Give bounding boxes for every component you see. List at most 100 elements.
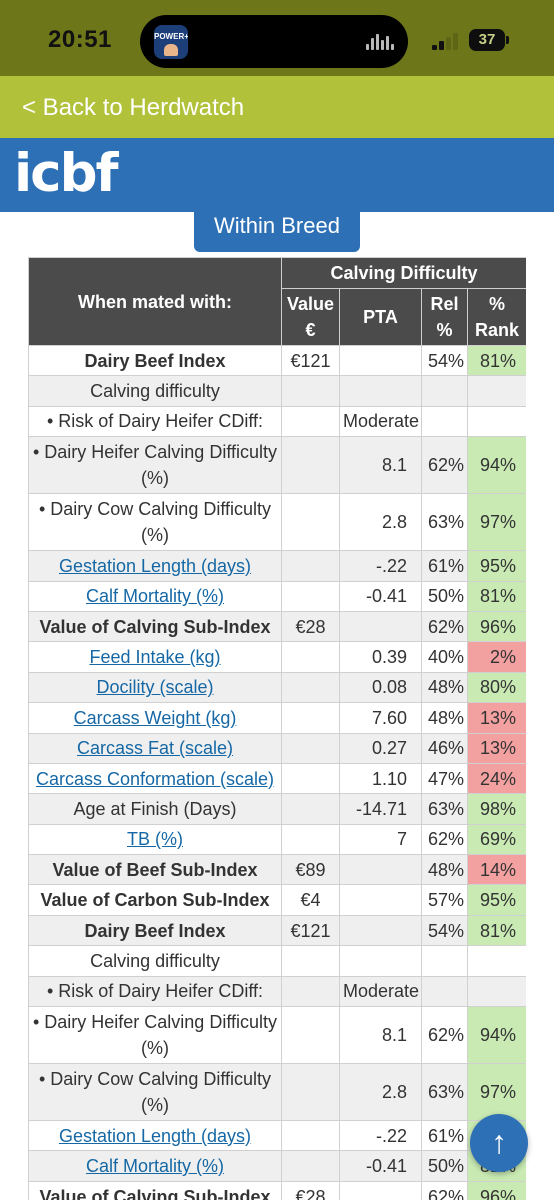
rank-cell: 69% [466,823,526,856]
trait-link[interactable]: Calf Mortality (%) [28,1150,282,1182]
value-cell [281,375,340,407]
rank-cell: 81% [466,914,526,947]
trait-label: Calving difficulty [28,945,282,977]
pta-cell: 7 [339,823,422,856]
rel-cell [421,975,468,1008]
table-row: Value of Calving Sub-Index €28 62% 96% [28,1180,526,1200]
battery-tip [506,36,509,44]
pta-cell: 8.1 [339,1006,422,1065]
dynamic-island: POWER+ [140,15,408,68]
value-cell [281,493,340,552]
value-cell: €89 [281,854,340,886]
rank-cell: 13% [466,702,526,734]
rel-cell: 61% [421,1120,468,1152]
pta-cell [339,914,422,947]
rel-cell: 63% [421,793,468,825]
value-cell [281,405,340,438]
rank-cell: 98% [466,793,526,825]
trait-link[interactable]: Carcass Fat (scale) [28,732,282,764]
rank-cell: 2% [466,641,526,673]
trait-label: • Dairy Cow Calving Difficulty (%) [28,1063,282,1122]
table-body: Dairy Beef Index €121 54% 81% Calving diffic… [28,344,526,1200]
header-value: Value € [281,288,340,346]
scroll-to-top-button[interactable]: ↑ [470,1114,528,1172]
trait-link[interactable]: Calf Mortality (%) [28,580,282,612]
rank-cell: 94% [466,1006,526,1065]
value-cell: €121 [281,344,340,377]
pta-cell: 0.39 [339,641,422,673]
rank-cell: 97% [466,1063,526,1122]
pta-cell: -14.71 [339,793,422,825]
trait-link[interactable]: Carcass Weight (kg) [28,702,282,734]
icbf-logo: icbf [14,143,119,204]
pta-cell [339,884,422,916]
within-breed-tab[interactable]: Within Breed [194,208,360,252]
value-cell [281,945,340,977]
value-cell [281,793,340,825]
table-row: Calving difficulty [28,375,526,407]
rel-cell: 54% [421,914,468,947]
signal-icon [432,32,462,50]
rel-cell: 61% [421,550,468,582]
trait-label: Dairy Beef Index [28,344,282,377]
brand-bar [0,138,554,212]
rel-cell: 50% [421,1150,468,1182]
pta-cell [339,344,422,377]
table-row: Dairy Beef Index €121 54% 81% [28,344,526,377]
trait-label: Age at Finish (Days) [28,793,282,825]
pta-cell: 1.10 [339,762,422,795]
value-cell [281,580,340,612]
status-time: 20:51 [48,26,112,53]
trait-link[interactable]: TB (%) [28,823,282,856]
back-to-herdwatch-link[interactable]: < Back to Herdwatch [22,94,245,121]
pta-cell: 0.27 [339,732,422,764]
table-row: Docility (scale) 0.08 48% 80% [28,671,526,704]
header-rank: % Rank [466,288,526,346]
pta-cell: 2.8 [339,1063,422,1122]
pta-cell: -0.41 [339,1150,422,1182]
pta-cell: 7.60 [339,702,422,734]
trait-link[interactable]: Gestation Length (days) [28,550,282,582]
table-row: Carcass Weight (kg) 7.60 48% 13% [28,702,526,734]
rank-cell: 80% [466,671,526,704]
trait-label: • Dairy Heifer Calving Difficulty (%) [28,436,282,495]
trait-label: • Risk of Dairy Heifer CDiff: [28,975,282,1008]
up-arrow-icon: ↑ [491,1124,507,1160]
table-row: Feed Intake (kg) 0.39 40% 2% [28,641,526,673]
rel-cell [421,405,468,438]
value-cell [281,1150,340,1182]
trait-link[interactable]: Docility (scale) [28,671,282,704]
table-row: Value of Carbon Sub-Index €4 57% 95% [28,884,526,916]
app-badge: POWER+ [154,32,188,41]
trait-link[interactable]: Feed Intake (kg) [28,641,282,673]
rel-cell [421,375,468,407]
pta-cell [339,945,422,977]
evaluation-table-container[interactable]: When mated with: Calving Difficulty Valu… [28,257,526,1200]
value-cell [281,702,340,734]
value-cell [281,641,340,673]
value-cell [281,823,340,856]
value-cell: €28 [281,1180,340,1200]
rel-cell: 63% [421,1063,468,1122]
rank-cell [466,375,526,407]
rank-cell [466,405,526,438]
header-when-mated-with: When mated with: [28,257,282,346]
app-face-icon [164,44,178,56]
rank-cell [466,945,526,977]
rel-cell: 46% [421,732,468,764]
rel-cell: 54% [421,344,468,377]
evaluation-table: When mated with: Calving Difficulty Valu… [28,257,526,1200]
table-row: • Dairy Cow Calving Difficulty (%) 2.8 63%… [28,1063,526,1122]
table-row: Calving difficulty [28,945,526,977]
trait-link[interactable]: Carcass Conformation (scale) [28,762,282,795]
value-cell [281,1120,340,1152]
rel-cell: 57% [421,884,468,916]
pta-cell: 2.8 [339,493,422,552]
rel-cell: 48% [421,854,468,886]
status-bar: 20:51 POWER+ 37 [0,0,554,76]
value-cell: €28 [281,610,340,643]
trait-link[interactable]: Gestation Length (days) [28,1120,282,1152]
rank-cell: 13% [466,732,526,764]
trait-label: Value of Calving Sub-Index [28,1180,282,1200]
